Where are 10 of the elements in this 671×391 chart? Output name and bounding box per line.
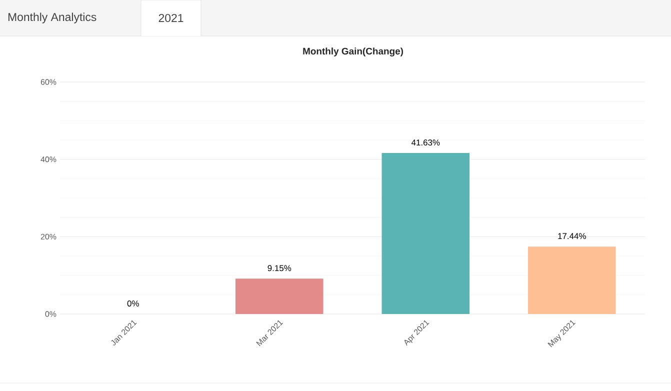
data-label: 17.44% (558, 233, 586, 240)
data-label: 41.63% (411, 140, 440, 146)
bar (236, 278, 324, 314)
text: 2021 (158, 14, 184, 22)
bar (382, 153, 470, 314)
bar (528, 246, 616, 314)
text: Monthly Analytics (8, 12, 96, 24)
data-label: 9.15% (268, 265, 292, 272)
chart-title: Monthly Gain(Change) (303, 48, 404, 56)
data-label: 0% (127, 300, 139, 306)
